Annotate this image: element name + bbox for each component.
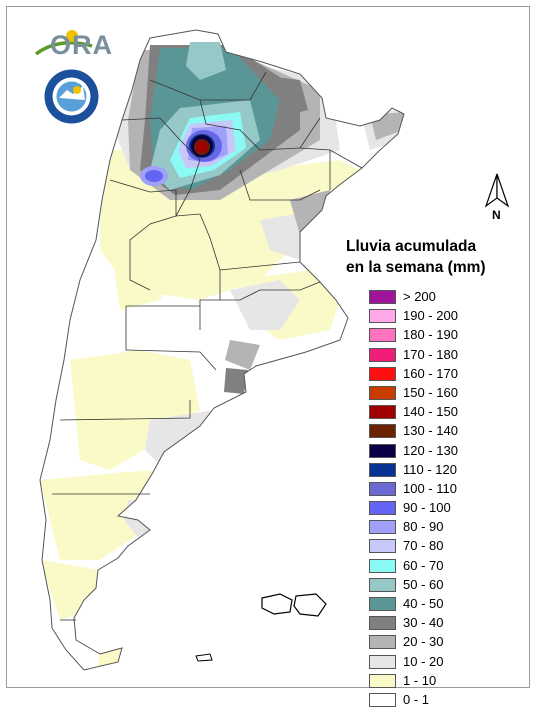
legend-label: 120 - 130: [403, 442, 458, 458]
ora-logo-swoosh: [34, 30, 93, 56]
legend-swatch: [369, 635, 396, 650]
legend-swatch: [369, 501, 396, 516]
legend-label: 150 - 160: [403, 384, 458, 400]
legend-label: 70 - 80: [403, 538, 444, 554]
legend-label: 90 - 100: [403, 500, 451, 516]
legend-swatch: [369, 692, 396, 707]
north-arrow-icon: [484, 173, 510, 208]
legend-label: 130 - 140: [403, 423, 458, 439]
legend-swatch: [369, 328, 396, 343]
legend-label: 180 - 190: [403, 327, 458, 343]
legend-swatch: [369, 558, 396, 573]
legend-label: 40 - 50: [403, 596, 444, 611]
legend-swatch: [369, 290, 396, 304]
legend-swatch: [369, 577, 396, 592]
legend-label: 110 - 120: [403, 461, 457, 477]
meteorological-service-seal: [43, 68, 100, 125]
map-frame: [6, 6, 530, 688]
legend-swatch: [369, 616, 396, 631]
legend-title-line1: Lluvia acumulada: [346, 238, 477, 255]
north-label: N: [492, 208, 501, 222]
legend-swatch: [369, 654, 396, 669]
legend-label: 1 - 10: [403, 672, 437, 688]
legend-swatch: [369, 481, 396, 496]
legend-swatch: [369, 405, 396, 420]
legend-swatch: [369, 443, 396, 458]
ora-logo-text: ORA: [50, 30, 113, 60]
legend-title-line2: en la semana (mm): [346, 259, 486, 276]
legend-label: 140 - 150: [403, 404, 458, 420]
legend-swatch: [369, 424, 396, 439]
legend-swatch: [369, 309, 396, 324]
legend-label: 60 - 70: [403, 557, 444, 573]
legend-label: 170 - 180: [403, 346, 458, 362]
legend-title: Lluvia acumulada en la semana (mm): [346, 236, 526, 278]
legend-label: 190 - 200: [403, 308, 458, 324]
legend-label: 160 - 170: [403, 365, 458, 381]
isla-de-los-estados: [195, 653, 213, 662]
legend-swatch: [369, 347, 396, 362]
ora-logo: ORA: [34, 28, 112, 62]
legend-swatch: [369, 385, 396, 400]
legend-label: 0 - 1: [403, 691, 430, 707]
north-arrow: N: [480, 172, 514, 222]
legend-label: 50 - 60: [403, 576, 444, 592]
legend-label: 20 - 30: [403, 634, 444, 650]
legend-label: 100 - 110: [403, 480, 457, 496]
legend-swatch: [369, 366, 396, 381]
legend-swatch: [369, 520, 396, 535]
malvinas-islands: [261, 593, 327, 617]
legend-label: 10 - 20: [403, 653, 444, 669]
legend-label: > 200: [403, 289, 436, 304]
legend-swatch: [369, 673, 396, 688]
legend-swatch: [369, 462, 396, 477]
legend-swatch: [369, 539, 396, 554]
legend-swatch: [369, 597, 396, 611]
province-boundaries: [39, 29, 405, 671]
legend-label: 80 - 90: [403, 519, 444, 535]
legend-label: 30 - 40: [403, 615, 444, 631]
